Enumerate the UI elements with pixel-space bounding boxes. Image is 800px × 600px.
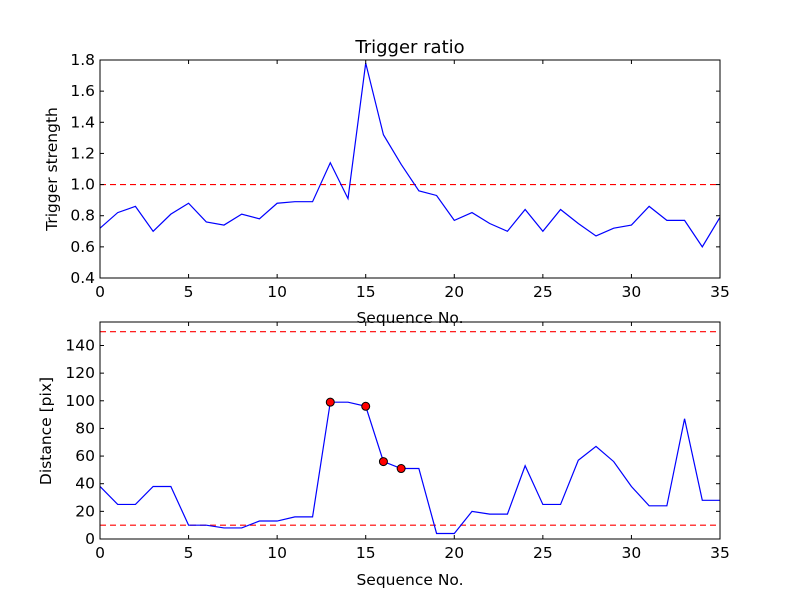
x-tick-label: 20 [444, 283, 464, 301]
highlight-point [361, 401, 371, 411]
y-tick-label: 60 [75, 447, 95, 465]
y-axis-label: Trigger strength [43, 107, 61, 232]
y-tick-label: 0.4 [70, 269, 95, 287]
y-tick-label: 1.6 [70, 82, 95, 100]
chart-title: Trigger ratio [354, 37, 464, 58]
plot-area: 0 5 10 15 20 25 30 35 0.4 0.6 0.8 1.0 1.2 1.4 1.6 1.8 [70, 51, 730, 301]
highlight-point [396, 464, 406, 474]
x-axis-label: Sequence No. [356, 571, 463, 589]
x-tick-label: 35 [710, 544, 730, 562]
y-tick-label: 0 [85, 530, 95, 548]
x-tick-label: 25 [533, 283, 553, 301]
x-tick-label: 10 [267, 544, 287, 562]
x-tick-label: 0 [95, 544, 105, 562]
x-axis-label: Sequence No. [356, 309, 463, 327]
highlight-point [378, 457, 388, 467]
y-tick-label: 140 [65, 336, 95, 354]
distance-chart: 0 5 10 15 20 25 30 35 0 20 40 60 80 100 120 140 Sequenc… [37, 321, 730, 589]
y-tick-label: 0.8 [70, 207, 95, 225]
series-line [99, 401, 720, 535]
trigger-ratio-chart: Trigger ratio 0 5 10 15 20 25 30 35 0.4 0.6 0.8 1.0… [43, 37, 730, 327]
series-line [99, 62, 721, 248]
x-tick-label: 25 [533, 544, 553, 562]
x-tick-label: 0 [95, 283, 105, 301]
y-tick-label: 1.8 [70, 51, 95, 69]
y-tick-label: 40 [75, 475, 95, 493]
highlight-point [325, 397, 335, 407]
y-tick-label: 1.4 [70, 113, 95, 131]
x-tick-label: 20 [444, 544, 464, 562]
y-tick-label: 1.0 [70, 176, 95, 194]
y-tick-label: 80 [75, 419, 95, 437]
x-tick-label: 30 [622, 283, 642, 301]
y-tick-label: 0.6 [70, 238, 95, 256]
y-axis-label: Distance [pix] [37, 377, 55, 485]
x-tick-label: 15 [356, 283, 376, 301]
y-tick-label: 20 [75, 502, 95, 520]
x-tick-label: 5 [184, 283, 194, 301]
axes-frame [99, 59, 721, 279]
x-tick-label: 35 [710, 283, 730, 301]
y-tick-label: 120 [65, 364, 95, 382]
x-tick-label: 15 [356, 544, 376, 562]
plot-area: 0 5 10 15 20 25 30 35 0 20 40 60 80 100 120 140 [65, 321, 730, 562]
x-tick-label: 5 [184, 544, 194, 562]
axes-frame [99, 321, 721, 540]
y-tick-label: 1.2 [70, 144, 95, 162]
x-tick-label: 30 [622, 544, 642, 562]
y-tick-label: 100 [65, 392, 95, 410]
x-tick-label: 10 [267, 283, 287, 301]
